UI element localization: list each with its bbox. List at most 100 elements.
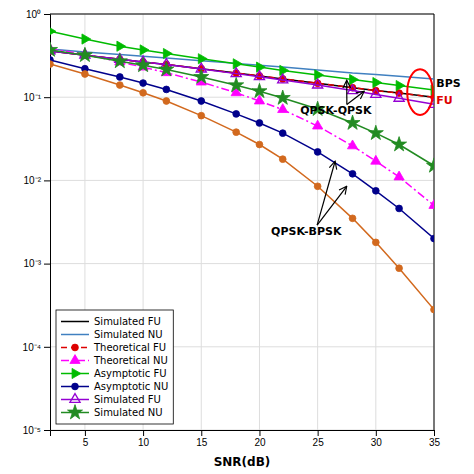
tick-mark bbox=[44, 97, 50, 98]
series-marker bbox=[372, 187, 379, 194]
legend-item: Asymptotic NU bbox=[61, 381, 168, 392]
series-marker bbox=[77, 47, 92, 61]
series-marker bbox=[163, 86, 170, 93]
grid-line bbox=[50, 14, 434, 15]
series-marker bbox=[347, 85, 357, 94]
series-marker bbox=[350, 74, 359, 84]
annotation-arrow bbox=[347, 91, 364, 104]
legend-label: Simulated FU bbox=[94, 316, 161, 327]
series-marker bbox=[159, 62, 174, 76]
axis-line bbox=[44, 15, 51, 431]
tick-label: 10⁻² bbox=[24, 175, 42, 186]
series-marker bbox=[140, 80, 147, 87]
series-marker bbox=[252, 83, 267, 97]
x-axis: 5101520253035 bbox=[51, 430, 441, 448]
series-marker bbox=[117, 41, 126, 51]
tick: 15 bbox=[196, 430, 208, 448]
series-marker bbox=[280, 65, 289, 75]
tick-mark bbox=[44, 14, 50, 15]
series-marker bbox=[233, 111, 240, 118]
tick: 30 bbox=[371, 430, 383, 448]
legend-marker bbox=[70, 394, 80, 403]
series-marker bbox=[371, 155, 381, 164]
legend-label: Asymptotic FU bbox=[94, 368, 167, 379]
legend-item: Theoretical FU bbox=[61, 342, 166, 353]
tick-mark bbox=[318, 430, 319, 436]
series-marker bbox=[368, 125, 383, 139]
y-axis: 10⁻⁵ 10⁻⁴ 10⁻³ 10⁻² 10⁻¹ 10⁰ bbox=[23, 9, 51, 436]
legend-label: Simulated NU bbox=[94, 407, 163, 418]
series-marker bbox=[279, 130, 286, 137]
tick-mark bbox=[376, 430, 377, 436]
series-line bbox=[50, 64, 434, 310]
legend-line bbox=[61, 399, 89, 401]
series-marker bbox=[140, 45, 149, 55]
annotations: QPSK-QPSKQPSK-BPSKBPSFU bbox=[271, 69, 461, 238]
tick-label: 25 bbox=[313, 437, 325, 448]
series-marker bbox=[314, 149, 321, 156]
tick-mark bbox=[85, 430, 86, 436]
tick-label: 10⁻³ bbox=[24, 258, 42, 269]
tick-mark bbox=[44, 180, 50, 181]
x-axis-title: SNR(dB) bbox=[214, 455, 271, 469]
series-marker bbox=[372, 239, 379, 246]
legend-marker bbox=[72, 368, 81, 378]
series-marker bbox=[431, 306, 434, 313]
annotation-arrow bbox=[317, 161, 335, 225]
legend-label: Simulated NU bbox=[94, 329, 163, 340]
series-marker bbox=[275, 90, 290, 104]
grid-line bbox=[50, 263, 434, 264]
legend-marker bbox=[72, 344, 79, 351]
legend-item: Simulated NU bbox=[61, 329, 163, 340]
tick-label: 10⁰ bbox=[26, 9, 41, 20]
grid-line bbox=[375, 14, 376, 430]
series-marker bbox=[229, 77, 244, 91]
series-marker bbox=[163, 48, 172, 58]
series-marker bbox=[315, 70, 324, 80]
tick: 10⁻⁵ bbox=[23, 425, 50, 436]
series-line bbox=[50, 49, 434, 205]
series-marker bbox=[257, 62, 266, 72]
tick: 10 bbox=[138, 430, 150, 448]
plot-area bbox=[50, 26, 434, 313]
series-marker bbox=[347, 140, 357, 149]
tick: 35 bbox=[429, 430, 441, 448]
series-marker bbox=[50, 42, 58, 56]
tick-label: 5 bbox=[83, 437, 89, 448]
series-marker bbox=[198, 98, 205, 105]
series-marker bbox=[313, 120, 323, 129]
series-marker bbox=[82, 71, 89, 78]
legend-marker bbox=[72, 383, 79, 390]
legend-marker bbox=[70, 355, 80, 364]
annotation-arrow bbox=[317, 186, 347, 225]
legend-item: Simulated FU bbox=[61, 394, 161, 405]
tick-mark bbox=[44, 347, 50, 348]
tick-label: 10⁻¹ bbox=[24, 92, 42, 103]
series-marker bbox=[396, 205, 403, 212]
series-marker bbox=[373, 77, 382, 87]
series-marker bbox=[396, 265, 403, 272]
series-marker bbox=[194, 69, 209, 83]
series-marker bbox=[371, 89, 381, 98]
series-marker bbox=[254, 71, 264, 80]
series-marker bbox=[394, 171, 404, 180]
legend-item: Simulated NU bbox=[61, 405, 163, 419]
series-marker bbox=[394, 92, 404, 101]
series-marker bbox=[426, 158, 434, 172]
tick: 10⁰ bbox=[26, 9, 50, 20]
chart: 510152025303510⁻⁵10⁻⁴10⁻³10⁻²10⁻¹10⁰QPSK… bbox=[0, 0, 474, 474]
plot: 510152025303510⁻⁵10⁻⁴10⁻³10⁻²10⁻¹10⁰QPSK… bbox=[23, 9, 461, 448]
tick-mark bbox=[259, 430, 260, 436]
axis-line bbox=[51, 431, 435, 437]
tick-label: 15 bbox=[196, 437, 208, 448]
frame bbox=[434, 14, 435, 430]
series-marker bbox=[112, 53, 127, 67]
legend-line bbox=[61, 334, 89, 336]
series-marker bbox=[198, 54, 207, 64]
tick: 10⁻⁴ bbox=[23, 342, 50, 353]
series-marker bbox=[136, 57, 151, 71]
tick-label: 10⁻⁵ bbox=[23, 425, 41, 436]
legend-line bbox=[61, 321, 89, 323]
series-marker bbox=[278, 74, 288, 83]
legend-item: Asymptotic FU bbox=[61, 368, 167, 379]
